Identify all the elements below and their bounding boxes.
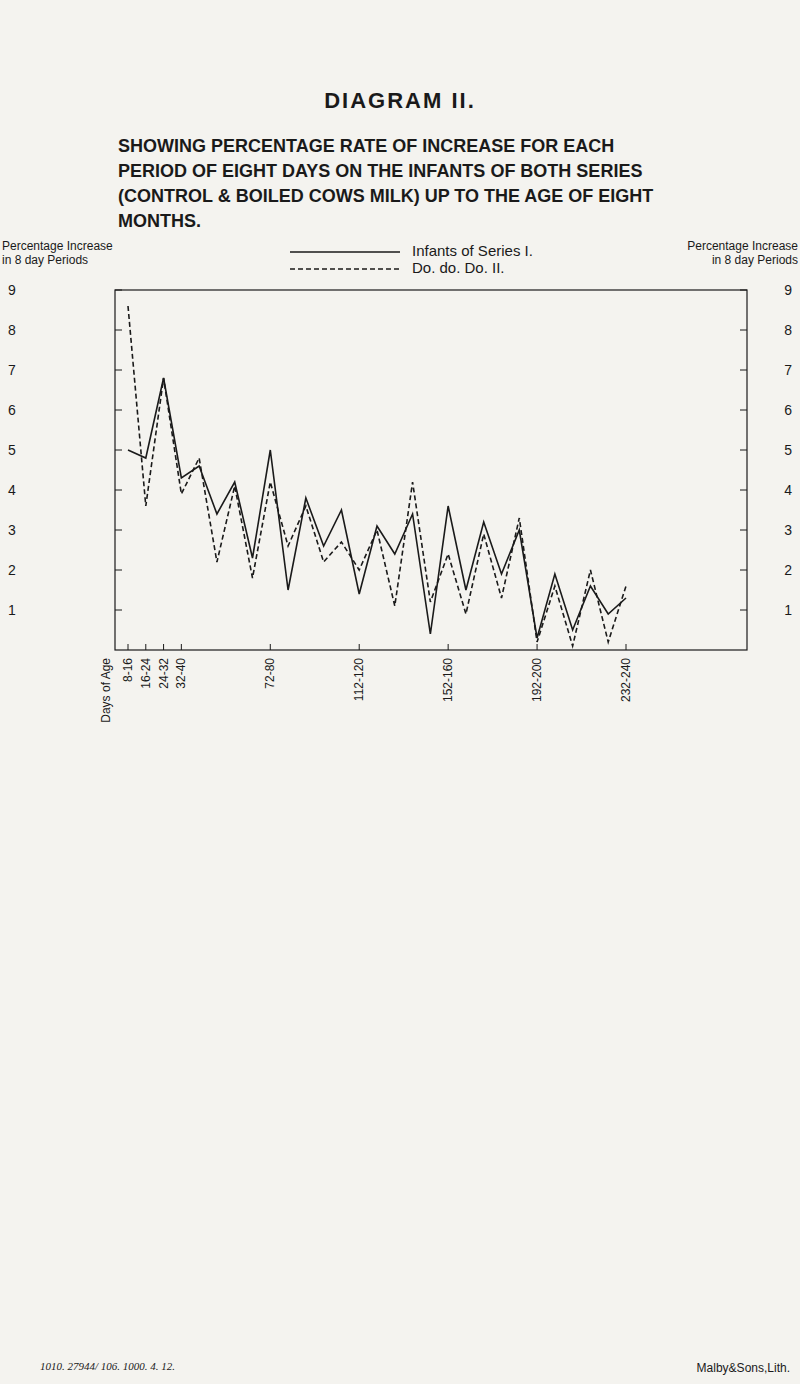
x-tick-label: 232-240 [619,658,633,702]
x-tick [626,644,627,650]
x-axis-label: Days of Age [99,658,113,723]
x-tick-label: 152-160 [441,658,455,702]
legend-swatch [290,251,400,253]
x-tick [163,644,164,650]
y2-tick [740,530,747,531]
x-tick-label: 16-24 [139,658,153,689]
x-tick [270,644,271,650]
series-line [128,306,626,646]
y2-tick [740,490,747,491]
x-tick [359,644,360,650]
y2-tick [740,330,747,331]
y2-tick [740,290,747,291]
x-tick-label: 32-40 [174,658,188,689]
y-tick [115,410,122,411]
legend-label: Do. do. Do. II. [412,259,505,276]
y-tick [115,610,122,611]
y-tick [115,450,122,451]
x-tick [145,644,146,650]
subtitle: (CONTROL & BOILED COWS MILK) UP TO THE A… [118,186,653,206]
x-tick [448,644,449,650]
y-tick-label: 2 [8,562,16,578]
y-tick-label: 1 [8,602,16,618]
y2-tick [740,370,747,371]
y2-tick [740,570,747,571]
legend-label: Infants of Series I. [412,242,533,259]
y-tick-label: 8 [8,322,16,338]
x-tick [181,644,182,650]
legend-swatch [290,268,400,270]
x-tick-label: 192-200 [530,658,544,702]
subtitle: SHOWING PERCENTAGE RATE OF INCREASE FOR … [118,136,614,156]
y2-tick-label: 1 [784,602,792,618]
y2-tick-label: 2 [784,562,792,578]
y2-tick-label: 9 [784,282,792,298]
subtitle: PERIOD OF EIGHT DAYS ON THE INFANTS OF B… [118,161,642,181]
x-tick-label: 24-32 [157,658,171,689]
y2-tick [740,610,747,611]
y-tick-label: 6 [8,402,16,418]
series-group [128,306,626,646]
y2-tick [740,450,747,451]
y-axis-label: Percentage Increase [2,239,113,253]
y2-tick-label: 8 [784,322,792,338]
y-tick [115,530,122,531]
x-tick-label: 112-120 [352,658,366,701]
y-tick-label: 4 [8,482,16,498]
series-line [128,378,626,638]
x-tick [128,644,129,650]
y2-axis-label: in 8 day Periods [712,253,798,267]
y-tick [115,330,122,331]
y2-axis-label: Percentage Increase [687,239,798,253]
x-tick-label: 72-80 [263,658,277,689]
y-tick [115,370,122,371]
x-tick-label: 8-16 [121,658,135,682]
plot-frame [115,290,747,650]
y-tick-label: 9 [8,282,16,298]
y2-tick-label: 7 [784,362,792,378]
y2-tick-label: 4 [784,482,792,498]
chart: DIAGRAM II. SHOWING PERCENTAGE RATE OF IN… [0,0,800,1384]
y-tick [115,290,122,291]
y-axis-label: in 8 day Periods [2,253,88,267]
annotation: 1010. 27944/ 106. 1000. 4. 12. [40,1360,175,1372]
y-tick-label: 7 [8,362,16,378]
y2-tick-label: 3 [784,522,792,538]
y-tick [115,570,122,571]
x-tick [537,644,538,650]
y-tick-label: 5 [8,442,16,458]
y-tick [115,490,122,491]
annotation: Malby&Sons,Lith. [697,1361,790,1375]
y-tick-label: 3 [8,522,16,538]
y2-tick-label: 6 [784,402,792,418]
y2-tick-label: 5 [784,442,792,458]
y2-tick [740,410,747,411]
subtitle: MONTHS. [118,211,201,231]
title: DIAGRAM II. [324,88,476,113]
